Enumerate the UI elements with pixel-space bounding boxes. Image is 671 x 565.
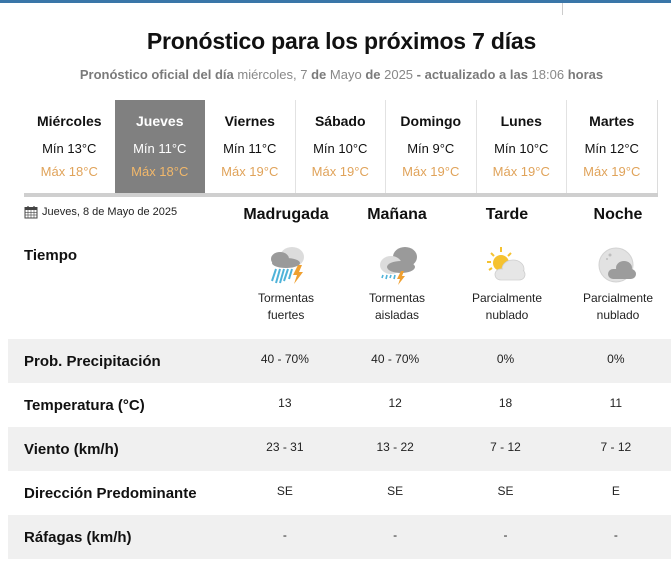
cell-madrugada: 23 - 31	[266, 440, 304, 454]
selected-date-text: Jueves, 8 de Mayo de 2025	[42, 206, 178, 218]
day-min-temp: Mín 11°C	[133, 141, 187, 156]
cell-madrugada: 13	[278, 396, 292, 410]
cell-noche: 7 - 12	[600, 440, 632, 454]
subtitle-month: Mayo	[329, 67, 362, 82]
top-accent-bar	[0, 0, 671, 3]
day-min-temp: Mín 12°C	[584, 141, 639, 156]
page-title: Pronóstico para los próximos 7 días	[146, 28, 537, 54]
weather-tarde: Parcialmente nublado	[452, 243, 562, 324]
cell-noche: 11	[609, 396, 623, 410]
day-max-temp: Máx 19°C	[492, 164, 550, 179]
selected-date: Jueves, 8 de Mayo de 2025	[24, 205, 177, 219]
subtitle-de: de	[365, 67, 381, 82]
cell-tarde: 18	[498, 396, 513, 410]
subtitle-day: 7	[300, 67, 308, 82]
period-noche: Noche	[593, 206, 643, 223]
weather-noche: Parcialmente nublado	[563, 243, 671, 324]
subtitle-weekday: miércoles,	[237, 67, 297, 82]
weather-description: Tormentas aisladas	[368, 291, 426, 322]
cell-noche: E	[611, 484, 620, 498]
cell-manana: 13 - 22	[376, 440, 414, 454]
subtitle-year: 2025	[384, 67, 414, 82]
divider	[562, 3, 563, 15]
row-label: Ráfagas (km/h)	[24, 528, 132, 546]
partly-cloudy-night-icon	[598, 247, 636, 283]
row-label: Prob. Precipitación	[24, 352, 161, 370]
cell-manana: -	[393, 528, 398, 542]
cell-manana: SE	[387, 484, 404, 498]
day-name: Domingo	[400, 113, 462, 129]
day-tab-jueves[interactable]: Jueves Mín 11°C Máx 18°C	[114, 100, 205, 193]
table-row-gusts: Ráfagas (km/h) - - - -	[8, 515, 671, 559]
table-row-wind-direction: Dirección Predominante SE SE SE E	[8, 471, 671, 515]
weather-description: Parcialmente nublado	[471, 291, 543, 322]
period-tarde: Tarde	[485, 206, 529, 223]
cell-tarde: 0%	[496, 352, 515, 366]
day-min-temp: Mín 10°C	[313, 141, 368, 156]
weather-row-label: Tiempo	[24, 247, 78, 264]
heavy-thunderstorm-icon	[271, 247, 304, 284]
subtitle-updated: - actualizado a las	[416, 67, 528, 82]
cell-noche: 0%	[607, 352, 625, 366]
subtitle-de: de	[311, 67, 327, 82]
day-tab-sabado[interactable]: Sábado Mín 10°C Máx 19°C	[296, 100, 386, 193]
table-row-temperature: Temperatura (°C) 13 12 18 11	[8, 383, 671, 427]
weather-madrugada: Tormentas fuertes	[231, 243, 341, 324]
day-max-temp: Máx 19°C	[221, 164, 279, 179]
day-min-temp: Mín 10°C	[494, 141, 549, 156]
weather-manana: Tormentas aisladas	[342, 243, 452, 324]
day-max-temp: Máx 19°C	[311, 164, 369, 179]
forecast-detail-table: Prob. Precipitación 40 - 70% 40 - 70% 0%…	[8, 339, 671, 559]
day-min-temp: Mín 9°C	[407, 141, 455, 156]
day-tabs: Miércoles Mín 13°C Máx 18°C Jueves Mín 1…	[24, 100, 658, 197]
subtitle-hours: horas	[567, 67, 604, 82]
day-tab-lunes[interactable]: Lunes Mín 10°C Máx 19°C	[477, 100, 567, 193]
subtitle-time: 18:06	[531, 67, 565, 82]
cell-madrugada: 40 - 70%	[260, 352, 309, 366]
day-min-temp: Mín 11°C	[223, 141, 277, 156]
day-tab-martes[interactable]: Martes Mín 12°C Máx 19°C	[567, 100, 658, 193]
day-tab-domingo[interactable]: Domingo Mín 9°C Máx 19°C	[386, 100, 477, 193]
period-madrugada: Madrugada	[243, 206, 329, 223]
table-row-wind: Viento (km/h) 23 - 31 13 - 22 7 - 12 7 -…	[8, 427, 671, 471]
cell-madrugada: SE	[276, 484, 293, 498]
weather-description: Tormentas fuertes	[257, 291, 315, 322]
cell-noche: -	[613, 528, 618, 542]
day-min-temp: Mín 13°C	[42, 141, 97, 156]
subtitle-prefix: Pronóstico oficial del día	[79, 67, 234, 82]
day-name: Viernes	[224, 113, 275, 129]
calendar-icon	[24, 206, 38, 219]
row-label: Dirección Predominante	[24, 484, 197, 502]
day-max-temp: Máx 18°C	[131, 164, 189, 179]
weather-description: Parcialmente nublado	[582, 291, 654, 322]
day-name: Miércoles	[36, 113, 102, 129]
cell-tarde: 7 - 12	[490, 440, 521, 454]
day-name: Martes	[589, 113, 635, 129]
cell-manana: 12	[388, 396, 402, 410]
forecast-subtitle: Pronóstico oficial del día miércoles, 7 …	[0, 67, 671, 82]
table-row-precipitation: Prob. Precipitación 40 - 70% 40 - 70% 0%…	[8, 339, 671, 383]
row-label: Viento (km/h)	[24, 440, 119, 458]
day-tab-viernes[interactable]: Viernes Mín 11°C Máx 19°C	[205, 100, 296, 193]
day-name: Jueves	[136, 113, 184, 129]
cell-manana: 40 - 70%	[371, 352, 420, 366]
day-name: Lunes	[500, 113, 542, 129]
isolated-thunderstorm-icon	[380, 247, 417, 285]
period-manana: Mañana	[367, 206, 427, 223]
day-max-temp: Máx 19°C	[583, 164, 641, 179]
row-label: Temperatura (°C)	[24, 396, 145, 414]
day-max-temp: Máx 18°C	[40, 164, 98, 179]
day-name: Sábado	[314, 113, 366, 129]
day-max-temp: Máx 19°C	[402, 164, 460, 179]
partly-cloudy-day-icon	[487, 247, 526, 281]
day-tab-miercoles[interactable]: Miércoles Mín 13°C Máx 18°C	[24, 100, 115, 193]
cell-tarde: -	[503, 528, 508, 542]
cell-madrugada: -	[282, 528, 287, 542]
cell-tarde: SE	[497, 484, 514, 498]
